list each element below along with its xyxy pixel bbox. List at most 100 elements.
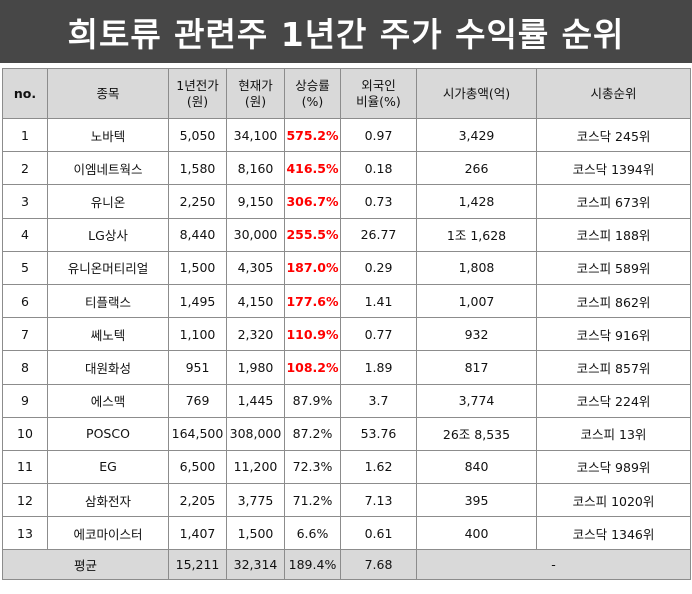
cell-mktcap: 1,007: [416, 283, 537, 319]
cell-rise: 87.2%: [284, 416, 341, 451]
cell-price-1y: 2,250: [168, 184, 227, 219]
footer-price-1y: 15,211: [168, 549, 227, 581]
cell-rise: 87.9%: [284, 383, 341, 418]
cell-name: EG: [47, 449, 169, 485]
cell-price-1y: 769: [168, 383, 227, 418]
header-price-1y-line1: 1년전가: [176, 77, 219, 93]
footer-rest: -: [416, 549, 691, 581]
cell-no: 4: [2, 217, 48, 252]
cell-rank: 코스피 673위: [536, 184, 691, 219]
cell-mktcap: 26조 8,535: [416, 416, 537, 451]
cell-price-now: 30,000: [226, 217, 285, 252]
cell-price-now: 1,500: [226, 516, 285, 551]
cell-foreign: 0.18: [340, 151, 417, 186]
cell-rank: 코스피 857위: [536, 350, 691, 385]
cell-name: 노바텍: [47, 117, 169, 153]
cell-rank: 코스피 1020위: [536, 483, 691, 518]
cell-price-1y: 8,440: [168, 217, 227, 252]
cell-no: 2: [2, 151, 48, 186]
cell-mktcap: 932: [416, 317, 537, 352]
cell-price-1y: 1,495: [168, 283, 227, 319]
cell-no: 10: [2, 416, 48, 451]
cell-foreign: 0.77: [340, 317, 417, 352]
table-row: 8 대원화성 951 1,980 108.2% 1.89 817 코스피 857위: [2, 350, 691, 385]
cell-price-1y: 6,500: [168, 449, 227, 485]
cell-price-now: 1,980: [226, 350, 285, 385]
table-row: 7 쎄노텍 1,100 2,320 110.9% 0.77 932 코스닥 916위: [2, 317, 691, 352]
cell-name: POSCO: [47, 416, 169, 451]
cell-foreign: 1.41: [340, 283, 417, 319]
cell-foreign: 26.77: [340, 217, 417, 252]
cell-price-1y: 5,050: [168, 117, 227, 153]
header-price-now-line1: 현재가: [238, 77, 273, 93]
cell-name: LG상사: [47, 217, 169, 252]
cell-price-1y: 1,100: [168, 317, 227, 352]
header-rank: 시총순위: [536, 68, 691, 119]
footer-rise: 189.4%: [284, 549, 341, 581]
cell-rise: 71.2%: [284, 483, 341, 518]
cell-price-now: 8,160: [226, 151, 285, 186]
cell-price-now: 2,320: [226, 317, 285, 352]
cell-mktcap: 266: [416, 151, 537, 186]
cell-mktcap: 3,774: [416, 383, 537, 418]
table-row: 4 LG상사 8,440 30,000 255.5% 26.77 1조 1,628 코스피 1…: [2, 217, 691, 252]
cell-price-now: 1,445: [226, 383, 285, 418]
header-rise-line2: (%): [301, 93, 324, 109]
cell-name: 유니온: [47, 184, 169, 219]
cell-rise: 108.2%: [284, 350, 341, 385]
cell-rank: 코스닥 245위: [536, 117, 691, 153]
cell-name: 쎄노텍: [47, 317, 169, 352]
cell-mktcap: 3,429: [416, 117, 537, 153]
cell-mktcap: 817: [416, 350, 537, 385]
cell-foreign: 0.97: [340, 117, 417, 153]
footer-label: 평균: [2, 549, 169, 581]
cell-foreign: 7.13: [340, 483, 417, 518]
cell-mktcap: 1,428: [416, 184, 537, 219]
cell-no: 9: [2, 383, 48, 418]
cell-foreign: 0.73: [340, 184, 417, 219]
header-foreign: 외국인 비율(%): [340, 68, 417, 119]
table-row: 12 삼화전자 2,205 3,775 71.2% 7.13 395 코스피 1020위: [2, 483, 691, 518]
header-price-1y: 1년전가 (원): [168, 68, 227, 119]
header-price-now: 현재가 (원): [226, 68, 285, 119]
header-rise: 상승률 (%): [284, 68, 341, 119]
cell-rise: 575.2%: [284, 117, 341, 153]
cell-mktcap: 395: [416, 483, 537, 518]
cell-rise: 72.3%: [284, 449, 341, 485]
table-header-row: no. 종목 1년전가 (원) 현재가 (원) 상승률 (%) 외국인 비율(%…: [2, 68, 691, 119]
cell-no: 1: [2, 117, 48, 153]
cell-name: 에코마이스터: [47, 516, 169, 551]
cell-rise: 187.0%: [284, 250, 341, 285]
cell-rise: 306.7%: [284, 184, 341, 219]
header-no: no.: [2, 68, 48, 119]
cell-mktcap: 1조 1,628: [416, 217, 537, 252]
cell-rise: 110.9%: [284, 317, 341, 352]
cell-price-now: 3,775: [226, 483, 285, 518]
table-row: 13 에코마이스터 1,407 1,500 6.6% 0.61 400 코스닥 1346위: [2, 516, 691, 551]
cell-price-1y: 164,500: [168, 416, 227, 451]
table-footer-row: 평균 15,211 32,314 189.4% 7.68 -: [2, 549, 691, 581]
table-row: 6 티플랙스 1,495 4,150 177.6% 1.41 1,007 코스피 862위: [2, 283, 691, 319]
cell-foreign: 53.76: [340, 416, 417, 451]
cell-price-now: 9,150: [226, 184, 285, 219]
cell-foreign: 1.89: [340, 350, 417, 385]
cell-name: 삼화전자: [47, 483, 169, 518]
cell-price-1y: 951: [168, 350, 227, 385]
header-foreign-line1: 외국인: [361, 77, 396, 93]
cell-no: 8: [2, 350, 48, 385]
footer-price-now: 32,314: [226, 549, 285, 581]
cell-rise: 416.5%: [284, 151, 341, 186]
page-title: 희토류 관련주 1년간 주가 수익률 순위: [0, 0, 692, 63]
header-rise-line1: 상승률: [295, 77, 330, 93]
cell-no: 11: [2, 449, 48, 485]
header-price-1y-line2: (원): [186, 93, 209, 109]
cell-mktcap: 840: [416, 449, 537, 485]
header-foreign-line2: 비율(%): [356, 93, 401, 109]
cell-price-1y: 1,407: [168, 516, 227, 551]
cell-rise: 255.5%: [284, 217, 341, 252]
cell-price-now: 11,200: [226, 449, 285, 485]
cell-rank: 코스닥 1346위: [536, 516, 691, 551]
stock-return-table: no. 종목 1년전가 (원) 현재가 (원) 상승률 (%) 외국인 비율(%…: [2, 68, 691, 581]
cell-mktcap: 400: [416, 516, 537, 551]
cell-rank: 코스닥 1394위: [536, 151, 691, 186]
